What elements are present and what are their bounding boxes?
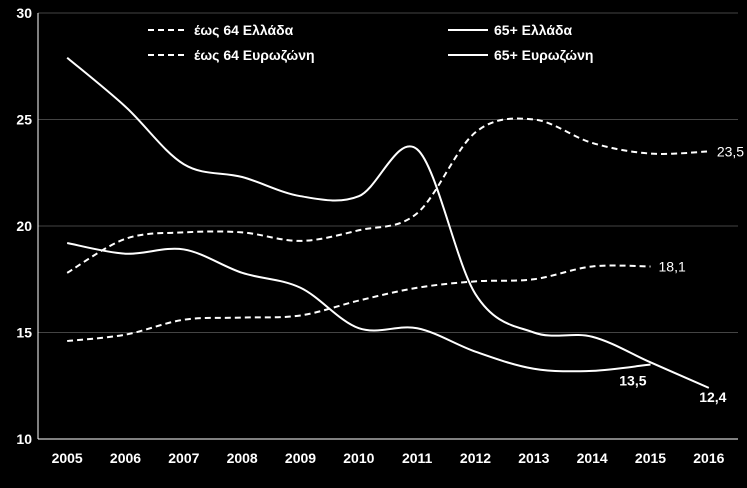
data-label: 23,5 bbox=[717, 143, 744, 159]
x-tick-label: 2016 bbox=[693, 450, 724, 466]
x-tick-label: 2013 bbox=[518, 450, 549, 466]
series-line-2 bbox=[67, 264, 651, 343]
x-tick-label: 2008 bbox=[227, 450, 258, 466]
legend-label: έως 64 Ελλάδα bbox=[194, 22, 294, 38]
data-label: 13,5 bbox=[619, 372, 646, 388]
data-label: 18,1 bbox=[659, 258, 686, 274]
y-tick-label: 15 bbox=[16, 325, 32, 341]
x-tick-label: 2012 bbox=[460, 450, 491, 466]
x-tick-label: 2015 bbox=[635, 450, 666, 466]
series-line-1 bbox=[66, 117, 709, 274]
y-tick-label: 20 bbox=[16, 218, 32, 234]
legend-label: έως 64 Ευρωζώνη bbox=[194, 47, 315, 63]
x-tick-label: 2014 bbox=[577, 450, 608, 466]
x-tick-label: 2011 bbox=[402, 450, 433, 466]
y-tick-label: 25 bbox=[16, 112, 32, 128]
series-line-3 bbox=[66, 56, 710, 389]
y-tick-label: 30 bbox=[16, 5, 32, 21]
data-label: 12,4 bbox=[699, 389, 726, 405]
x-tick-label: 2005 bbox=[52, 450, 83, 466]
x-tick-label: 2010 bbox=[343, 450, 374, 466]
x-tick-label: 2007 bbox=[168, 450, 199, 466]
legend-label: 65+ Ελλάδα bbox=[494, 22, 572, 38]
x-tick-label: 2006 bbox=[110, 450, 141, 466]
y-tick-label: 10 bbox=[16, 431, 32, 447]
series-line-4 bbox=[66, 242, 651, 373]
legend-label: 65+ Ευρωζώνη bbox=[494, 47, 593, 63]
x-tick-label: 2009 bbox=[285, 450, 316, 466]
